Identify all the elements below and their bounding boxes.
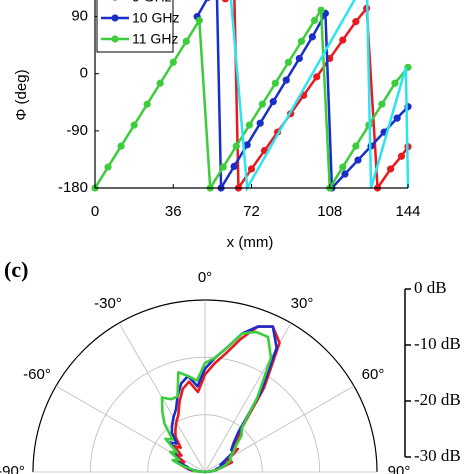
point — [232, 142, 240, 150]
point — [247, 165, 256, 173]
scale-label: -20 dB — [414, 390, 461, 409]
point — [339, 163, 347, 171]
grid-spoke — [55, 385, 206, 473]
y-axis-label: Φ (deg) — [13, 69, 30, 120]
y-tick-label: 90 — [71, 8, 88, 25]
series-line — [93, 6, 409, 193]
theta-label: -90° — [0, 463, 25, 474]
point — [310, 16, 319, 24]
point — [243, 141, 251, 149]
legend-label: 9 GHz — [132, 0, 172, 5]
point — [313, 73, 321, 81]
point — [341, 170, 349, 178]
point — [195, 16, 203, 24]
point — [104, 163, 112, 171]
series-line — [229, 0, 410, 193]
legend-label: 11 GHz — [132, 31, 178, 47]
y-tick-label: -90 — [66, 122, 88, 139]
point — [169, 58, 177, 66]
x-tick-label: 0 — [91, 203, 99, 220]
point — [317, 6, 325, 14]
x-tick-label: 144 — [395, 203, 420, 220]
point — [297, 37, 306, 45]
theta-label: -60° — [23, 366, 51, 383]
point — [205, 0, 211, 2]
pattern-line — [160, 330, 273, 474]
x-tick-label: 108 — [317, 203, 342, 220]
point — [308, 33, 316, 41]
theta-label: 90° — [388, 463, 411, 474]
point — [219, 163, 227, 171]
point — [354, 156, 362, 164]
point — [397, 152, 406, 160]
theta-label: 30° — [291, 295, 314, 312]
point — [387, 165, 395, 173]
point — [269, 98, 277, 106]
scale-label: 0 dB — [414, 278, 447, 297]
point — [391, 79, 399, 87]
point — [339, 36, 347, 44]
point — [245, 121, 253, 129]
point — [352, 18, 360, 26]
point — [284, 58, 293, 66]
point — [258, 100, 266, 108]
point — [143, 100, 151, 108]
legend-marker — [111, 35, 119, 43]
point — [352, 142, 360, 150]
pattern-line — [168, 325, 278, 474]
point — [156, 79, 164, 87]
point — [130, 121, 138, 129]
point — [222, 0, 229, 3]
theta-label: 60° — [362, 366, 385, 383]
point — [378, 100, 386, 108]
y-tick-label: 0 — [80, 65, 88, 82]
legend-marker — [113, 0, 117, 1]
legend-marker — [111, 14, 119, 22]
x-tick-label: 36 — [165, 203, 182, 220]
scale-label: -30 dB — [414, 446, 461, 465]
point — [230, 162, 238, 171]
scale-label: -10 dB — [414, 334, 461, 353]
x-tick-label: 72 — [243, 203, 260, 220]
point — [282, 76, 290, 84]
legend-box — [96, 0, 174, 53]
point — [295, 54, 303, 63]
theta-label: 0° — [198, 269, 212, 286]
point — [393, 114, 401, 122]
point — [182, 37, 190, 45]
y-tick-label: -180 — [58, 179, 88, 196]
panel-label: (c) — [4, 257, 28, 282]
theta-label: -30° — [94, 295, 122, 312]
x-axis-label: x (mm) — [227, 234, 274, 251]
point — [117, 142, 125, 150]
legend-label: 10 GHz — [132, 10, 179, 26]
point — [256, 119, 264, 127]
point — [271, 79, 280, 87]
